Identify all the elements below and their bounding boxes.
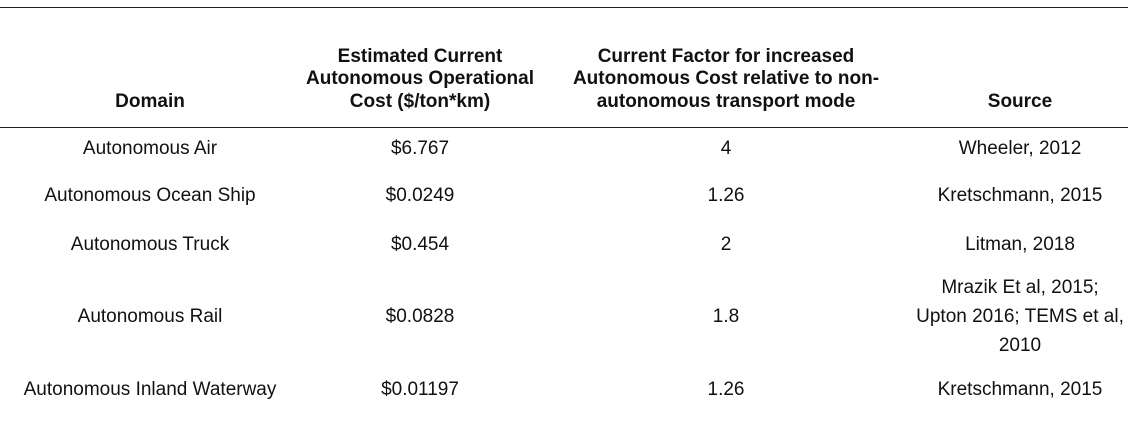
table-row: Autonomous Inland Waterway $0.01197 1.26… (0, 360, 1128, 418)
cell-source: Wheeler, 2012 (958, 137, 1082, 159)
cell-cost: $0.454 (390, 233, 450, 255)
cell-cost: $0.01197 (381, 378, 459, 400)
header-cost-factor: Current Factor for increased Autonomous … (572, 45, 880, 112)
table-row: Autonomous Air $6.767 4 Wheeler, 2012 (0, 118, 1128, 174)
table-row: Autonomous Ocean Ship $0.0249 1.26 Krets… (0, 174, 1128, 216)
autonomous-cost-table: Domain Estimated Current Autonomous Oper… (0, 8, 1128, 418)
cell-factor: 1.26 (707, 378, 745, 400)
cell-factor: 1.26 (707, 184, 745, 206)
table-row: Autonomous Truck $0.454 2 Litman, 2018 (0, 216, 1128, 272)
cell-domain: Autonomous Inland Waterway (23, 378, 277, 400)
cell-domain: Autonomous Ocean Ship (44, 184, 256, 206)
header-estimated-cost: Estimated Current Autonomous Operational… (306, 45, 534, 112)
cell-source: Kretschmann, 2015 (937, 184, 1103, 206)
cell-domain: Autonomous Rail (77, 305, 223, 327)
cell-factor: 4 (720, 137, 732, 159)
cell-cost: $6.767 (390, 137, 450, 159)
cell-source: Kretschmann, 2015 (937, 378, 1103, 400)
cell-cost: $0.0249 (385, 184, 455, 206)
table-header-rule (0, 127, 1128, 128)
cell-cost: $0.0828 (385, 305, 455, 327)
header-domain: Domain (115, 90, 185, 112)
table-row: Autonomous Rail $0.0828 1.8 Mrazik Et al… (0, 272, 1128, 360)
cell-domain: Autonomous Air (82, 137, 218, 159)
cell-factor: 1.8 (712, 305, 740, 327)
table-header-row: Domain Estimated Current Autonomous Oper… (0, 8, 1128, 118)
header-source: Source (987, 90, 1053, 112)
cell-factor: 2 (720, 233, 732, 255)
cell-domain: Autonomous Truck (70, 233, 230, 255)
cell-source: Mrazik Et al, 2015; Upton 2016; TEMS et … (916, 276, 1124, 356)
table-top-rule (0, 7, 1128, 8)
cell-source: Litman, 2018 (965, 233, 1075, 255)
